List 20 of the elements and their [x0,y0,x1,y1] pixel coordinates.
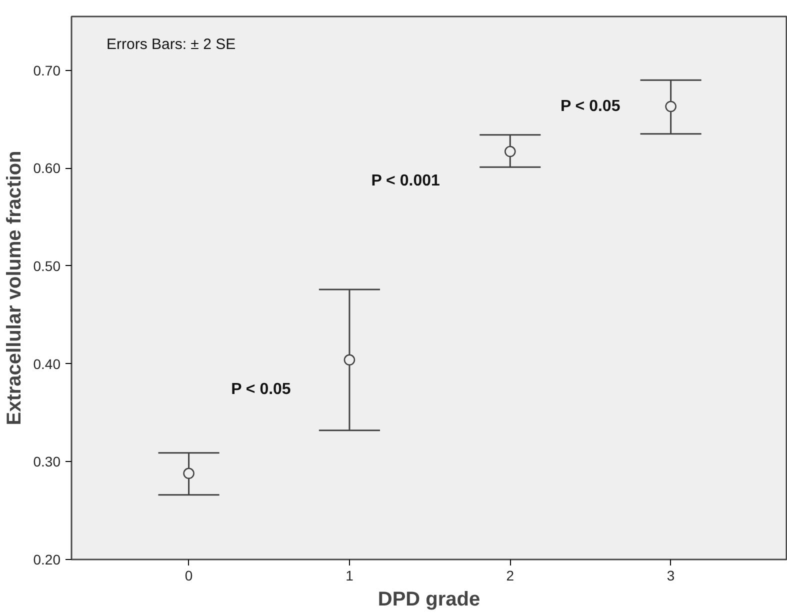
y-tick-label: 0.60 [33,160,61,176]
x-tick-label: 0 [184,568,193,584]
x-axis-title: DPD grade [378,588,480,610]
point [504,146,516,158]
y-tick-label: 0.30 [33,454,61,470]
y-axis-title: Extracellular volume fraction [3,150,26,426]
annotation: P < 0.05 [560,98,620,116]
point [665,100,676,112]
annotation: Errors Bars: ± 2 SE [106,36,236,53]
point [183,468,194,480]
x-tick-label: 1 [346,568,354,584]
x-tick-label: 2 [506,568,514,584]
annotation: P < 0.05 [231,380,291,398]
y-tick-label: 0.50 [33,258,61,274]
x-tick-label: 3 [666,568,675,584]
point [344,354,356,366]
y-tick-label: 0.70 [33,62,61,78]
annotation: P < 0.001 [371,172,440,190]
y-tick-label: 0.40 [33,356,61,372]
y-tick-label: 0.20 [33,552,61,568]
